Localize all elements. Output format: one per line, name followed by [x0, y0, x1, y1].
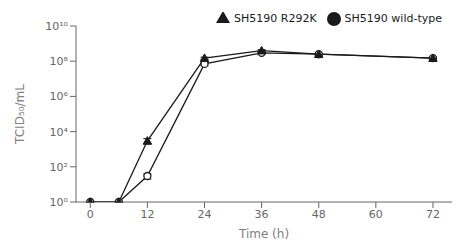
svg-text:10²: 10² [50, 161, 68, 174]
svg-text:10⁰: 10⁰ [50, 196, 69, 209]
svg-text:24: 24 [198, 208, 212, 221]
svg-text:TCID₅₀/mL: TCID₅₀/mL [13, 84, 27, 145]
svg-text:10¹⁰: 10¹⁰ [45, 20, 68, 33]
svg-text:10⁴: 10⁴ [50, 126, 69, 139]
svg-text:12: 12 [140, 208, 154, 221]
svg-text:10⁸: 10⁸ [50, 55, 69, 68]
svg-text:36: 36 [255, 208, 269, 221]
svg-text:60: 60 [369, 208, 383, 221]
svg-text:10⁶: 10⁶ [50, 90, 69, 103]
svg-text:0: 0 [87, 208, 94, 221]
html-text:SH5190 wild-type: SH5190 wild-type [344, 12, 442, 25]
svg-text:Time (h): Time (h) [238, 227, 289, 241]
svg-text:72: 72 [426, 208, 440, 221]
html-text:SH5190 R292K: SH5190 R292K [234, 12, 317, 25]
svg-text:48: 48 [312, 208, 326, 221]
